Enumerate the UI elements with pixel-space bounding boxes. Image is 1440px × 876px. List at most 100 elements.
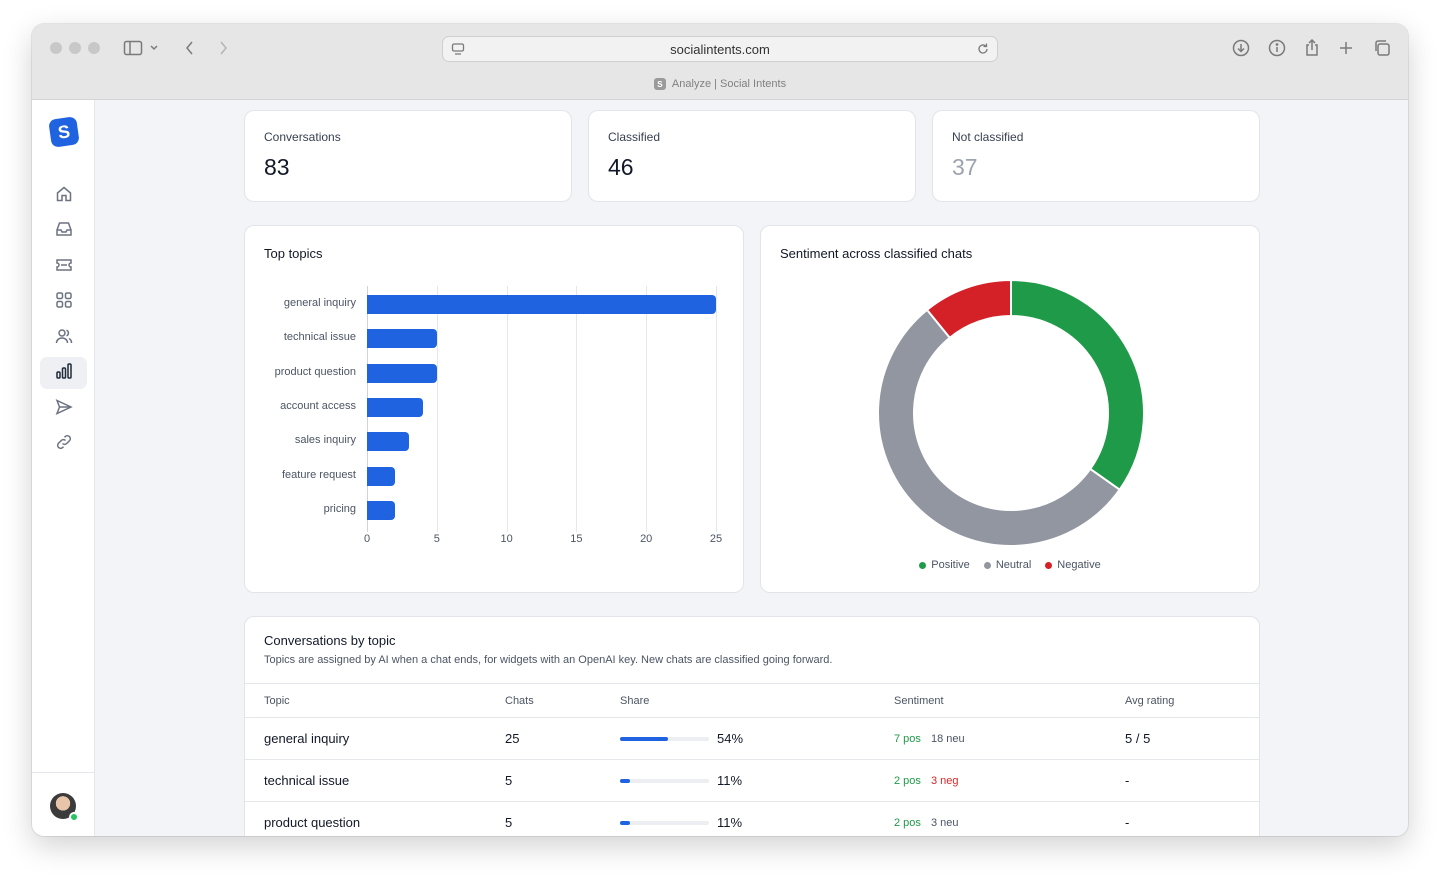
info-icon[interactable] xyxy=(1266,38,1288,58)
table-row[interactable]: product question 5 11% 2 pos 3 neu - xyxy=(245,802,1259,836)
table-row[interactable]: general inquiry 25 54% 7 pos 18 neu 5 / … xyxy=(245,718,1259,760)
inbox-icon xyxy=(55,220,73,243)
favicon: S xyxy=(653,78,666,90)
app-sidebar: S xyxy=(32,100,95,836)
column-header-avg-rating[interactable]: Avg rating xyxy=(1125,695,1175,707)
share-icon[interactable] xyxy=(1301,38,1323,58)
chart-legend: Positive Neutral Negative xyxy=(761,559,1259,571)
app-logo[interactable]: S xyxy=(48,116,80,148)
bar[interactable] xyxy=(367,432,409,452)
bar-category-label: pricing xyxy=(323,502,356,515)
bar[interactable] xyxy=(367,500,395,520)
sentiment-neutral: 18 neu xyxy=(931,733,965,745)
sentiment-donut-chart xyxy=(877,278,1145,547)
gridline xyxy=(436,286,438,533)
sentiment-card: Sentiment across classified chats Positi… xyxy=(760,225,1260,593)
tab-title[interactable]: S Analyze | Social Intents xyxy=(32,78,1408,90)
online-status-dot xyxy=(69,812,79,822)
gridline xyxy=(646,286,648,533)
ticket-icon xyxy=(55,256,73,279)
bar-category-label: product question xyxy=(274,365,356,378)
bar[interactable] xyxy=(367,397,423,417)
cell-avg-rating: - xyxy=(1125,773,1130,788)
cell-avg-rating: 5 / 5 xyxy=(1125,731,1151,746)
share-bar xyxy=(620,821,709,825)
nav-users[interactable] xyxy=(40,322,87,354)
cell-avg-rating: - xyxy=(1125,815,1130,830)
gridline xyxy=(716,286,717,533)
send-icon xyxy=(55,398,73,421)
sentiment-positive: 2 pos xyxy=(894,775,921,787)
legend-item[interactable]: Neutral xyxy=(983,559,1031,571)
donut-slice-neutral[interactable] xyxy=(877,308,1122,547)
cell-share: 11% xyxy=(717,815,743,830)
back-icon[interactable] xyxy=(179,38,201,58)
link-icon xyxy=(55,433,73,456)
legend-dot xyxy=(983,561,991,569)
new-tab-icon[interactable] xyxy=(1335,38,1357,58)
address-bar[interactable]: socialintents.com xyxy=(442,36,998,62)
bar[interactable] xyxy=(367,295,716,314)
forward-icon[interactable] xyxy=(212,38,234,58)
browser-window: socialintents.com S Analyze | Social Int… xyxy=(32,24,1408,836)
chevron-down-icon[interactable] xyxy=(147,38,161,58)
top-topics-chart: 0 5 10 15 20 25 general inquiry technical issue… xyxy=(245,226,745,594)
bar-category-label: sales inquiry xyxy=(294,434,356,447)
column-header-share[interactable]: Share xyxy=(620,695,650,707)
legend-label: Positive xyxy=(931,559,970,571)
downloads-icon[interactable] xyxy=(1230,38,1252,58)
reload-icon[interactable] xyxy=(976,42,990,59)
nav-home[interactable] xyxy=(40,180,87,212)
sidebar-toggle-icon[interactable] xyxy=(122,38,144,58)
grid-icon xyxy=(55,291,73,314)
card-title: Top topics xyxy=(264,246,323,261)
sentiment-positive: 2 pos xyxy=(894,817,921,829)
nav-inbox[interactable] xyxy=(40,215,87,247)
legend-item[interactable]: Negative xyxy=(1045,559,1101,571)
bar[interactable] xyxy=(367,363,437,383)
column-header-chats[interactable]: Chats xyxy=(505,695,534,707)
x-tick-label: 5 xyxy=(433,533,440,546)
column-header-sentiment[interactable]: Sentiment xyxy=(894,695,944,707)
x-tick-label: 15 xyxy=(570,533,583,546)
cell-share: 11% xyxy=(717,773,743,788)
close-window-button[interactable] xyxy=(50,42,62,54)
bar-category-label: feature request xyxy=(282,468,356,481)
donut-slice-negative[interactable] xyxy=(925,278,1012,340)
nav-analyze[interactable] xyxy=(40,357,87,389)
cell-topic: product question xyxy=(264,815,361,830)
stat-label: Conversations xyxy=(264,130,341,144)
donut-slice-positive[interactable] xyxy=(1010,278,1145,492)
legend-dot xyxy=(919,561,927,569)
bar[interactable] xyxy=(367,329,437,349)
stat-label: Not classified xyxy=(952,130,1024,144)
stat-value: 46 xyxy=(608,154,634,180)
sidebar-footer xyxy=(32,772,95,836)
table-row[interactable]: technical issue 5 11% 2 pos 3 neg - xyxy=(245,760,1259,802)
legend-item[interactable]: Positive xyxy=(919,559,970,571)
stat-card-classified: Classified 46 xyxy=(588,110,916,202)
tab-title-text: Analyze | Social Intents xyxy=(671,78,787,90)
top-topics-card: Top topics 0 5 10 15 20 25 general inquiry tech… xyxy=(244,225,744,593)
column-header-topic[interactable]: Topic xyxy=(264,695,290,707)
cell-chats: 5 xyxy=(505,773,513,788)
bar[interactable] xyxy=(367,466,395,486)
table-header: Topic Chats Share Sentiment Avg rating xyxy=(245,683,1259,718)
bar-category-label: account access xyxy=(280,399,356,412)
home-icon xyxy=(55,185,73,208)
nav-apps[interactable] xyxy=(40,286,87,318)
legend-label: Negative xyxy=(1057,559,1101,571)
tab-overview-icon[interactable] xyxy=(1371,38,1393,58)
zoom-window-button[interactable] xyxy=(88,42,100,54)
stat-label: Classified xyxy=(608,130,661,144)
nav-integrations[interactable] xyxy=(40,428,87,460)
nav-campaigns[interactable] xyxy=(40,393,87,425)
stat-card-not-classified: Not classified 37 xyxy=(932,110,1260,202)
stat-value: 37 xyxy=(952,154,978,180)
bar-chart-icon xyxy=(55,362,73,385)
minimize-window-button[interactable] xyxy=(69,42,81,54)
nav-tickets[interactable] xyxy=(40,251,87,283)
gridline xyxy=(576,286,578,533)
url-text: socialintents.com xyxy=(670,41,770,57)
page-settings-icon[interactable] xyxy=(451,42,465,59)
